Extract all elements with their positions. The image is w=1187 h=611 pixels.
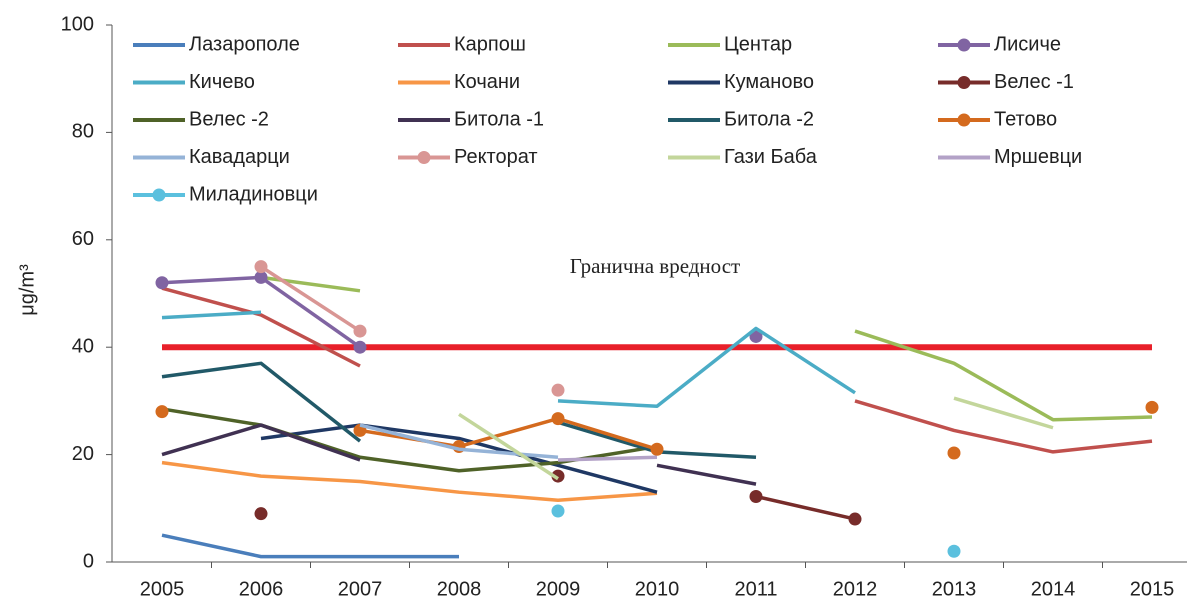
legend-label: Карпош: [454, 33, 526, 55]
series-line: [161, 533, 459, 559]
series-line: [260, 423, 658, 494]
x-tick-label: 2009: [536, 578, 581, 600]
legend-label: Лазарополе: [189, 33, 300, 55]
y-tick-label: 80: [72, 121, 94, 143]
series-marker: [254, 507, 268, 521]
series-line: [161, 286, 1153, 454]
series-marker: [155, 405, 169, 419]
legend-label: Кочани: [454, 71, 520, 93]
y-tick-label: 0: [83, 550, 94, 572]
series-marker: [254, 270, 268, 284]
series-marker: [650, 442, 664, 456]
legend-label: Миладиновци: [189, 183, 318, 205]
series-marker: [551, 412, 565, 426]
legend-marker: [957, 76, 971, 89]
x-tick-label: 2014: [1031, 578, 1076, 600]
legend-label: Гази Баба: [724, 146, 818, 168]
series-marker: [947, 446, 961, 460]
series-marker: [749, 489, 763, 503]
legend-marker: [417, 151, 431, 164]
legend-label: Велес -2: [189, 108, 269, 130]
legend-marker: [957, 113, 971, 127]
legend-label: Битола -1: [454, 108, 544, 130]
y-tick-label: 40: [72, 335, 94, 357]
legend-marker: [957, 38, 971, 52]
legend-label: Тетово: [994, 108, 1057, 130]
x-tick-label: 2012: [833, 578, 878, 600]
legend-label: Лисиче: [994, 33, 1061, 55]
x-tick-label: 2007: [338, 578, 383, 600]
series-marker: [1145, 400, 1159, 414]
series-line: [458, 396, 1054, 481]
x-tick-label: 2013: [932, 578, 977, 600]
series-marker: [551, 383, 565, 397]
y-tick-label: 20: [72, 443, 94, 465]
threshold-label: Гранична вредност: [570, 254, 740, 278]
x-tick-label: 2008: [437, 578, 482, 600]
legend-label: Кавадарци: [189, 146, 290, 168]
y-tick-label: 60: [72, 228, 94, 250]
legend-label: Битола -2: [724, 108, 814, 130]
series-marker: [848, 512, 862, 526]
legend-label: Куманово: [724, 71, 814, 93]
x-tick-label: 2011: [734, 578, 777, 600]
x-tick-label: 2005: [140, 578, 185, 600]
legend-label: Кичево: [189, 71, 255, 93]
series-marker: [551, 469, 565, 483]
series-marker: [353, 324, 367, 338]
y-tick-label: 100: [61, 13, 94, 35]
legend-label: Центар: [724, 33, 792, 55]
series-line: [359, 423, 559, 460]
x-tick-label: 2010: [635, 578, 680, 600]
series-marker: [254, 260, 268, 274]
series-marker: [551, 504, 565, 518]
series-line: [755, 494, 856, 521]
legend-label: Велес -1: [994, 71, 1074, 93]
series-line: [161, 460, 658, 502]
x-tick-label: 2015: [1130, 578, 1175, 600]
series-marker: [749, 329, 763, 343]
series-marker: [353, 340, 367, 354]
series-marker: [947, 544, 961, 558]
legend-label: Мршевци: [994, 146, 1082, 168]
series-line: [557, 455, 658, 462]
series-marker: [155, 276, 169, 290]
series-line: [161, 310, 856, 409]
legend-marker: [152, 188, 166, 202]
legend-label: Ректорат: [454, 146, 538, 168]
x-tick-label: 2006: [239, 578, 284, 600]
y-axis-label: μg/m³: [16, 264, 38, 316]
series-line: [161, 423, 757, 486]
series-line: [260, 275, 1153, 422]
